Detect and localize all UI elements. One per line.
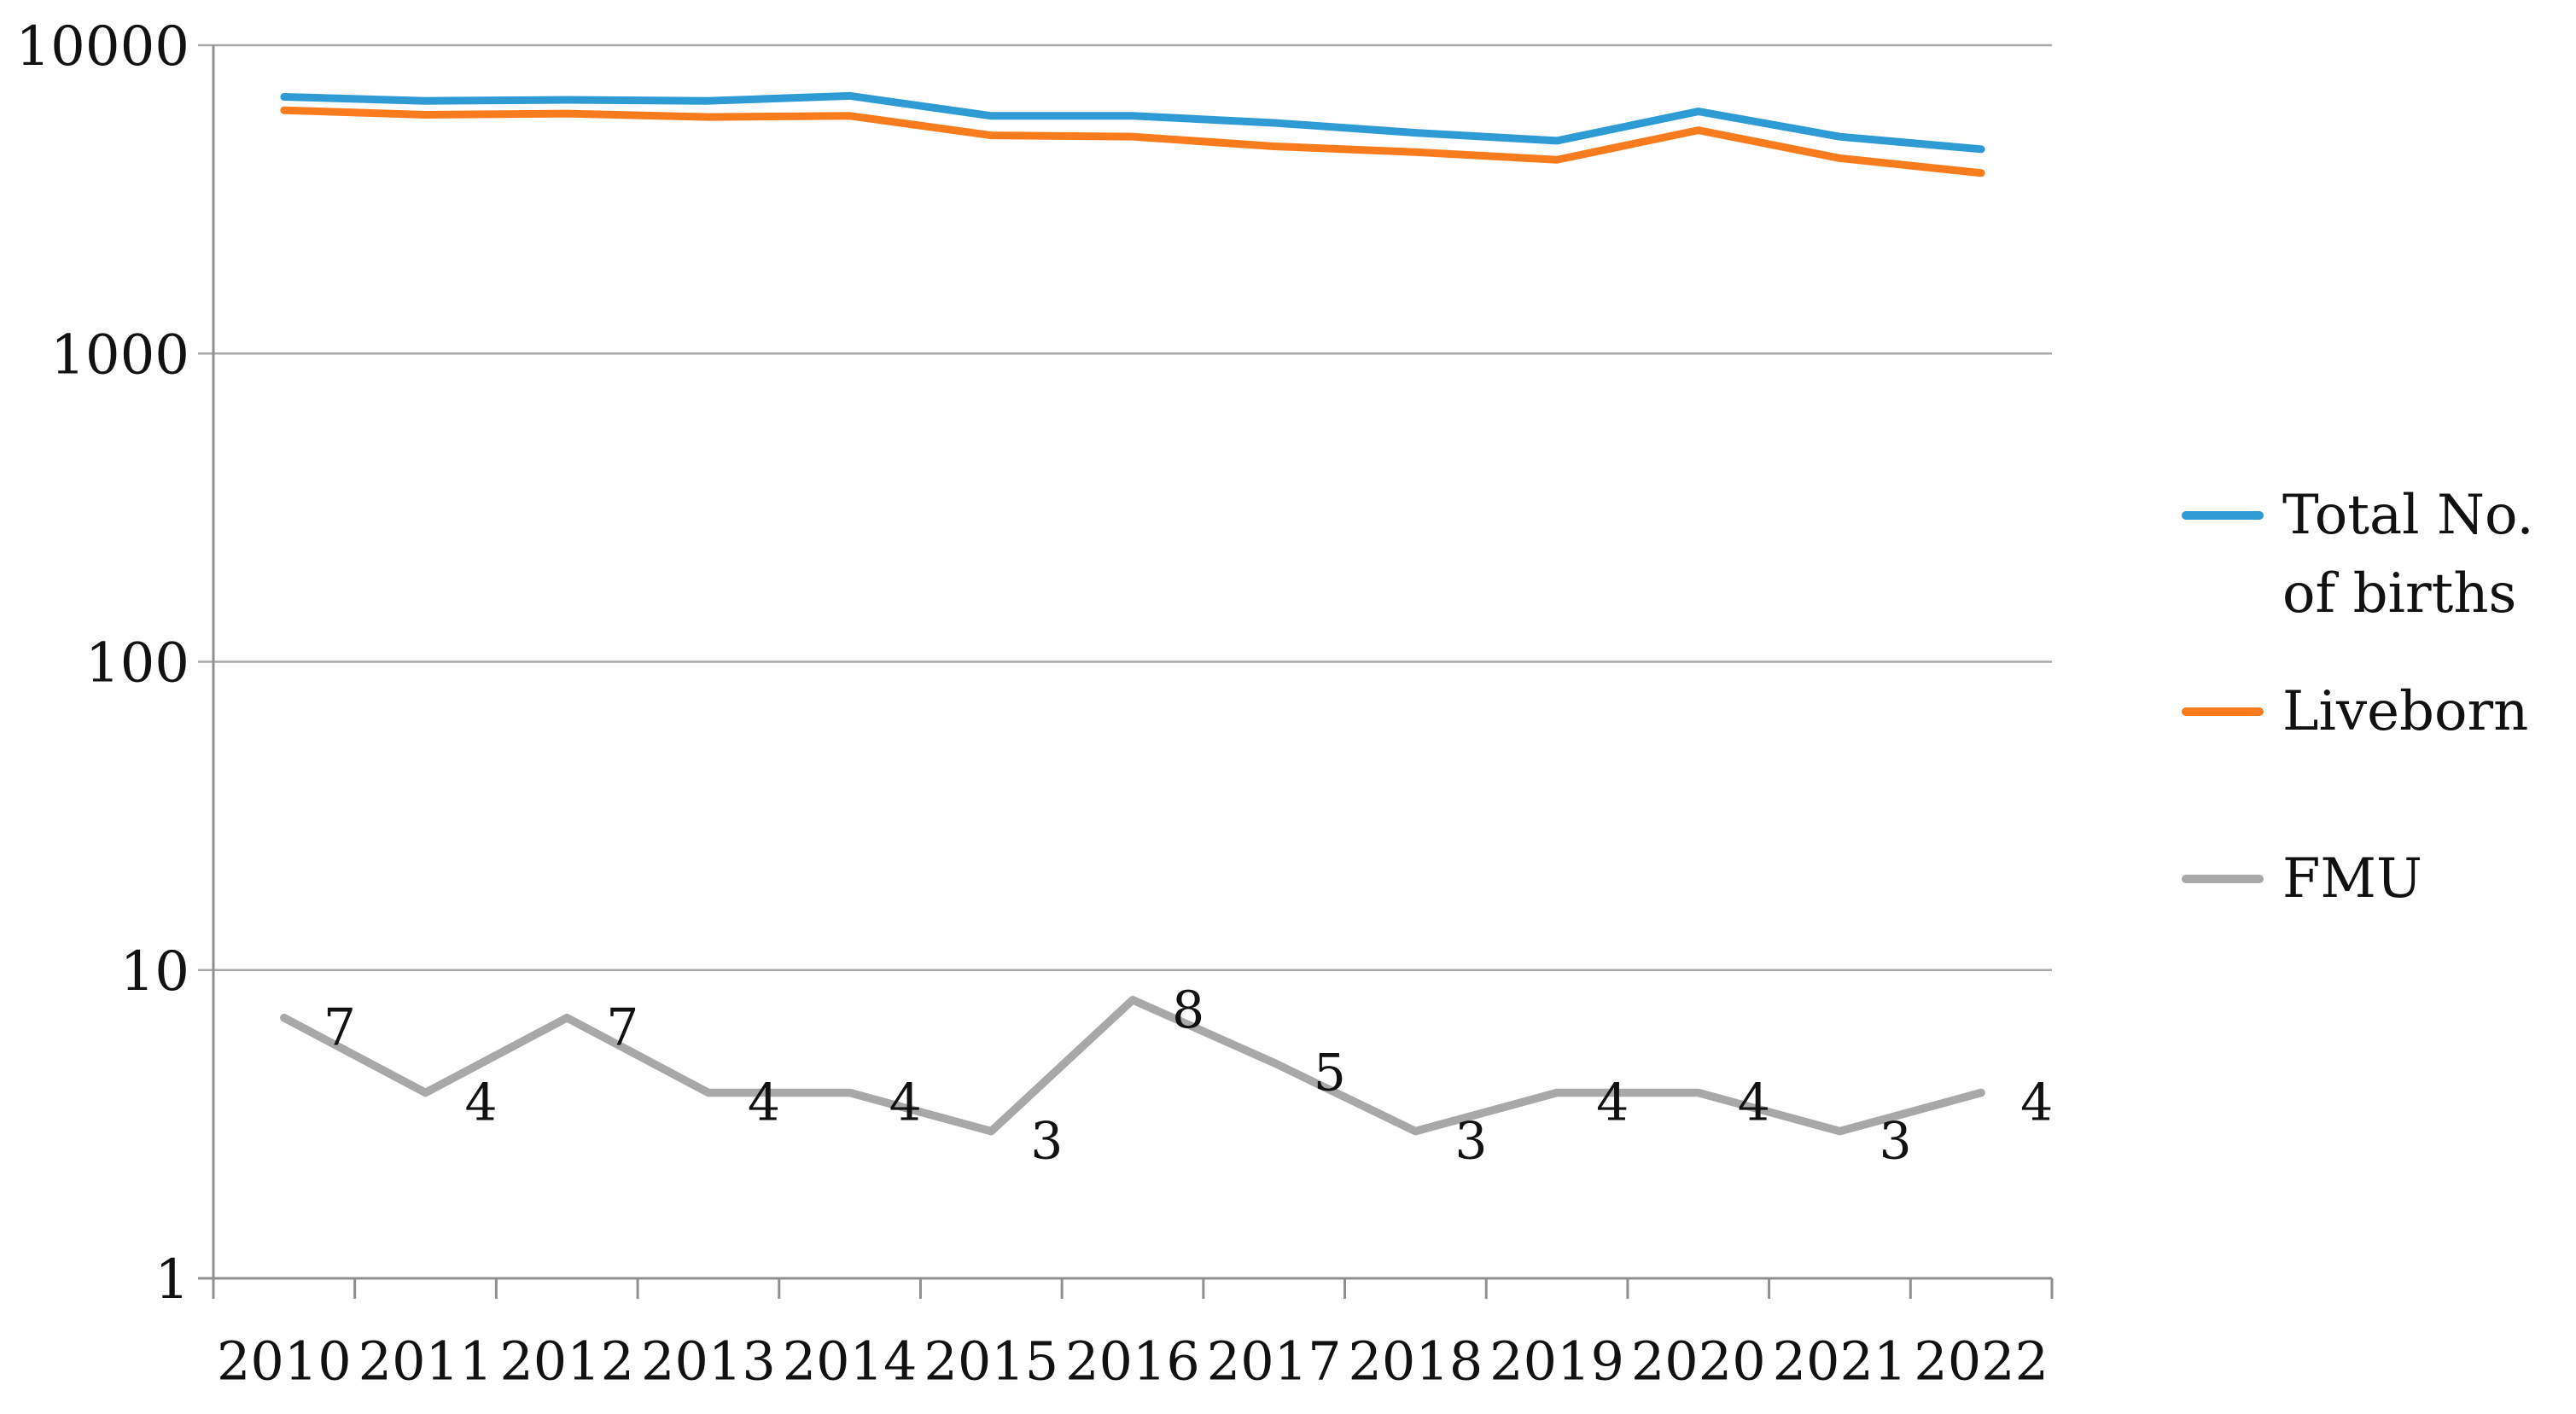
data-label-fmu-2015: 3 <box>1030 1112 1063 1172</box>
x-tick-label-2011: 2011 <box>358 1330 493 1393</box>
data-label-fmu-2018: 3 <box>1454 1112 1487 1172</box>
data-label-fmu-2010: 7 <box>323 998 356 1058</box>
data-label-fmu-2013: 4 <box>748 1074 780 1133</box>
x-tick-label-2012: 2012 <box>499 1330 634 1393</box>
x-tick-label-2015: 2015 <box>924 1330 1058 1393</box>
legend-item-fmu: FMU <box>2182 840 2573 918</box>
x-tick-label-2010: 2010 <box>217 1330 352 1393</box>
data-label-fmu-2019: 4 <box>1596 1074 1629 1133</box>
x-tick-label-2019: 2019 <box>1489 1330 1624 1393</box>
x-tick-label-2021: 2021 <box>1773 1330 1908 1393</box>
y-tick-label-1: 1 <box>154 1248 189 1312</box>
x-tick-label-2017: 2017 <box>1207 1330 1342 1393</box>
x-tick-label-2013: 2013 <box>641 1330 776 1393</box>
series-line-total-no-of-births <box>280 91 1985 154</box>
legend-label-fmu: FMU <box>2282 847 2422 911</box>
y-tick-label-100: 100 <box>85 632 189 695</box>
x-tick-label-2014: 2014 <box>783 1330 918 1393</box>
x-tick-label-2022: 2022 <box>1914 1330 2049 1393</box>
y-tick-label-10000: 10000 <box>15 15 189 79</box>
legend-swatch-total-births <box>2182 511 2264 520</box>
legend-item-liveborn: Liveborn <box>2182 672 2573 751</box>
series-line-liveborn <box>280 106 1985 177</box>
data-label-fmu-2012: 7 <box>606 998 638 1058</box>
legend-swatch-liveborn <box>2182 707 2264 716</box>
data-label-fmu-2014: 4 <box>889 1074 922 1133</box>
legend-item-total-births: Total No. of births <box>2182 476 2573 633</box>
data-label-fmu-2022: 4 <box>2020 1074 2053 1133</box>
data-label-fmu-2016: 8 <box>1172 980 1204 1040</box>
chart-legend: Total No. of births Liveborn FMU <box>2182 0 2576 1414</box>
legend-label-liveborn: Liveborn <box>2282 680 2529 743</box>
legend-swatch-fmu <box>2182 875 2264 883</box>
data-label-fmu-2017: 5 <box>1314 1043 1346 1103</box>
data-label-fmu-2021: 3 <box>1879 1112 1911 1172</box>
legend-label-total-births: Total No. of births <box>2282 484 2534 626</box>
series-line-fmu <box>280 996 1985 1136</box>
x-tick-label-2020: 2020 <box>1631 1330 1766 1393</box>
data-label-fmu-2011: 4 <box>465 1074 498 1133</box>
y-tick-label-10: 10 <box>120 940 189 1004</box>
y-tick-label-1000: 1000 <box>50 323 189 387</box>
data-label-fmu-2020: 4 <box>1738 1074 1770 1133</box>
x-tick-label-2016: 2016 <box>1065 1330 1200 1393</box>
x-tick-label-2018: 2018 <box>1348 1330 1483 1393</box>
